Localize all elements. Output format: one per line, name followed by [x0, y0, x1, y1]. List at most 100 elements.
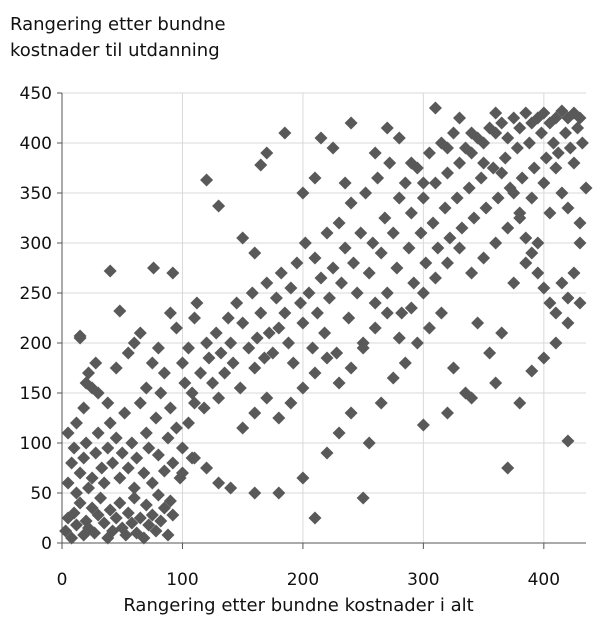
- data-point: [163, 401, 177, 415]
- data-point: [489, 126, 503, 140]
- data-point: [254, 306, 268, 320]
- data-point: [178, 376, 192, 390]
- data-point: [161, 528, 175, 542]
- data-point: [91, 426, 105, 440]
- data-point: [272, 411, 286, 425]
- data-point: [260, 391, 274, 405]
- data-point: [206, 376, 220, 390]
- data-point: [314, 131, 328, 145]
- data-point: [181, 416, 195, 430]
- data-point: [440, 166, 454, 180]
- data-point: [296, 381, 310, 395]
- data-point: [77, 451, 91, 465]
- data-point: [121, 461, 135, 475]
- data-point: [157, 501, 171, 515]
- data-point: [89, 446, 103, 460]
- data-point: [103, 416, 117, 430]
- data-point: [434, 306, 448, 320]
- data-point: [278, 126, 292, 140]
- data-point: [190, 296, 204, 310]
- data-point: [188, 396, 202, 410]
- data-point: [519, 231, 533, 245]
- data-point: [344, 406, 358, 420]
- data-point: [69, 486, 83, 500]
- data-point: [398, 356, 412, 370]
- data-point: [318, 326, 332, 340]
- data-point: [350, 286, 364, 300]
- data-points: [59, 101, 593, 545]
- data-point: [477, 136, 491, 150]
- data-point: [188, 451, 202, 465]
- x-tick-label: 100: [166, 570, 198, 590]
- data-point: [97, 516, 111, 530]
- data-point: [137, 531, 151, 545]
- data-point: [549, 161, 563, 175]
- data-point: [224, 336, 238, 350]
- data-point: [440, 406, 454, 420]
- data-point: [362, 436, 376, 450]
- data-point: [212, 391, 226, 405]
- data-point: [465, 266, 479, 280]
- data-point: [446, 126, 460, 140]
- data-point: [308, 251, 322, 265]
- data-point: [163, 306, 177, 320]
- data-point: [245, 286, 259, 300]
- data-point: [380, 121, 394, 135]
- data-point: [467, 211, 481, 225]
- data-point: [362, 266, 376, 280]
- data-point: [422, 146, 436, 160]
- data-point: [308, 511, 322, 525]
- data-point: [501, 221, 515, 235]
- data-point: [260, 276, 274, 290]
- data-point: [546, 136, 560, 150]
- data-point: [142, 441, 156, 455]
- data-point: [404, 206, 418, 220]
- data-point: [79, 376, 93, 390]
- data-point: [392, 191, 406, 205]
- data-point: [290, 256, 304, 270]
- data-point: [89, 356, 103, 370]
- data-point: [163, 494, 177, 508]
- data-point: [567, 156, 581, 170]
- data-point: [157, 366, 171, 380]
- data-point: [465, 391, 479, 405]
- data-point: [133, 396, 147, 410]
- data-point: [549, 306, 563, 320]
- data-point: [308, 171, 322, 185]
- data-point: [446, 361, 460, 375]
- data-point: [374, 246, 388, 260]
- data-point: [65, 456, 79, 470]
- data-point: [483, 346, 497, 360]
- data-point: [91, 508, 105, 522]
- data-point: [296, 316, 310, 330]
- data-point: [537, 351, 551, 365]
- x-tick-label: 0: [57, 570, 68, 590]
- data-point: [262, 326, 276, 340]
- data-point: [91, 386, 105, 400]
- data-point: [73, 329, 87, 343]
- data-point: [181, 341, 195, 355]
- data-point: [154, 514, 168, 528]
- data-point: [507, 276, 521, 290]
- data-point: [561, 291, 575, 305]
- data-point: [284, 281, 298, 295]
- data-point: [169, 321, 183, 335]
- data-point: [233, 381, 247, 395]
- data-point: [248, 246, 262, 260]
- data-point: [455, 221, 469, 235]
- data-point: [166, 266, 180, 280]
- y-tick-label: 300: [20, 234, 52, 254]
- data-point: [139, 381, 153, 395]
- data-point: [314, 271, 328, 285]
- data-point: [392, 331, 406, 345]
- data-point: [561, 316, 575, 330]
- data-point: [200, 336, 214, 350]
- data-point: [248, 486, 262, 500]
- data-point: [450, 191, 464, 205]
- data-point: [422, 321, 436, 335]
- data-point: [522, 136, 536, 150]
- data-point: [236, 316, 250, 330]
- data-point: [465, 126, 479, 140]
- data-point: [555, 186, 569, 200]
- x-axis-label: Rangering etter bundne kostnader i alt: [123, 595, 474, 616]
